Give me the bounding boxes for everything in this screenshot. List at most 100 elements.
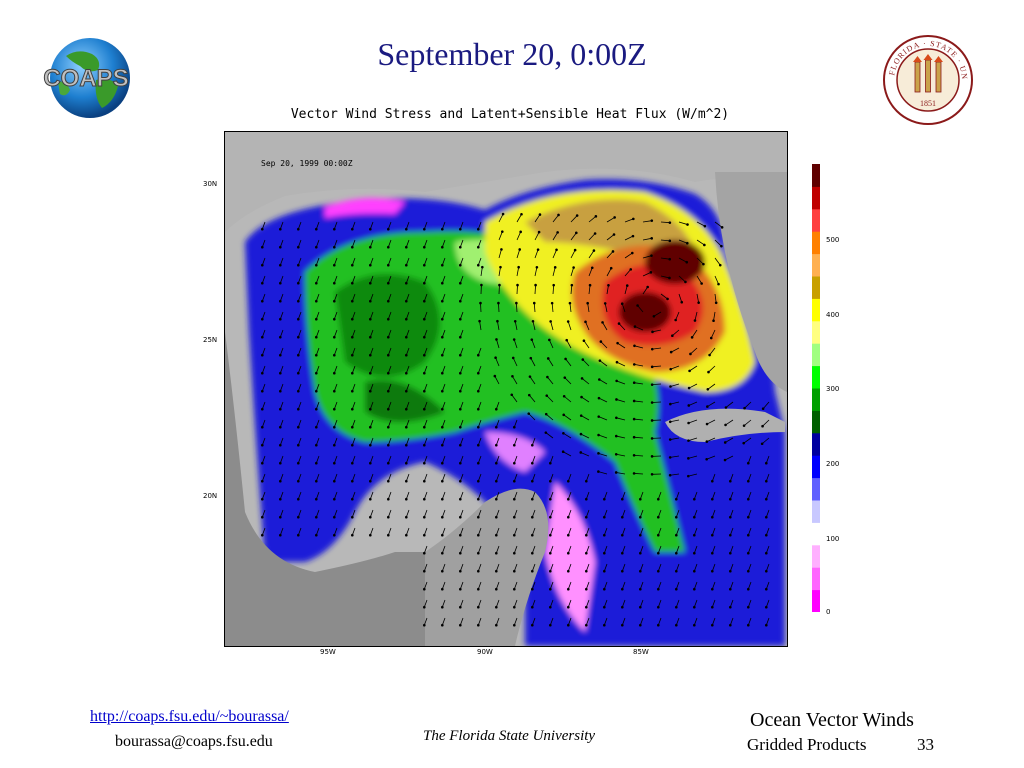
wind-vector-head xyxy=(351,461,354,465)
coaps-logo: COAPS xyxy=(36,36,136,120)
wind-vector-head xyxy=(582,339,586,343)
wind-vector-head xyxy=(566,551,570,555)
wind-vector xyxy=(570,285,573,295)
wind-vector-head xyxy=(584,533,588,537)
wind-vector-head xyxy=(387,389,390,393)
wind-vector-head xyxy=(650,419,654,422)
wind-vector-head xyxy=(702,262,705,266)
wind-vector xyxy=(634,436,644,439)
wind-vector-head xyxy=(516,283,519,287)
wind-vector xyxy=(563,432,572,439)
wind-vector-head xyxy=(764,461,768,465)
wind-vector xyxy=(616,361,626,367)
wind-vector-head xyxy=(479,301,482,305)
wind-vector-head xyxy=(602,569,606,573)
wind-vector-head xyxy=(548,551,552,555)
wind-vector-head xyxy=(544,412,548,416)
wind-vector-head xyxy=(597,433,600,437)
wind-vector-head xyxy=(556,231,559,234)
wind-vector-head xyxy=(441,569,444,573)
wind-vector-head xyxy=(515,301,518,305)
wind-vector-head xyxy=(746,461,750,465)
wind-vector-head xyxy=(297,371,300,375)
wind-vector-head xyxy=(315,479,318,483)
wind-vector-head xyxy=(566,320,570,323)
wind-vector xyxy=(707,383,716,390)
wind-vector-head xyxy=(668,221,672,224)
wind-vector-head xyxy=(572,266,575,269)
wind-vector-head xyxy=(512,605,516,609)
wind-vector xyxy=(564,377,572,385)
wind-vector-head xyxy=(260,515,264,519)
wind-vector-head xyxy=(387,227,390,231)
wind-vector xyxy=(582,359,590,367)
wind-vector-head xyxy=(548,587,552,591)
wind-vector-head xyxy=(674,515,678,519)
footer-url-link[interactable]: http://coaps.fsu.edu/~bourassa/ xyxy=(90,708,289,725)
wind-vector-head xyxy=(494,425,498,429)
wind-vector-head xyxy=(387,245,390,249)
wind-vector-head xyxy=(297,299,300,303)
wind-vector-head xyxy=(548,569,552,573)
colorbar-segment xyxy=(812,388,820,411)
wind-vector-head xyxy=(566,623,570,627)
wind-vector-head xyxy=(530,515,534,519)
wind-vector-head xyxy=(333,335,336,339)
wind-vector xyxy=(652,365,662,368)
wind-vector-head xyxy=(674,318,677,322)
wind-vector-head xyxy=(714,301,718,305)
colorbar-segment xyxy=(812,522,820,546)
wind-vector xyxy=(616,435,626,439)
wind-vector-head xyxy=(687,457,690,460)
wind-vector-head xyxy=(669,385,672,388)
wind-vector-head xyxy=(530,443,534,447)
wind-vector-head xyxy=(668,473,672,477)
wind-vector-head xyxy=(764,587,768,591)
wind-vector-head xyxy=(530,623,534,627)
wind-vector-head xyxy=(260,263,264,267)
wind-vector-head xyxy=(602,623,606,627)
wind-vector-head xyxy=(441,245,444,249)
wind-vector xyxy=(547,376,554,385)
wind-vector-head xyxy=(494,569,498,573)
wind-vector xyxy=(670,473,680,476)
wind-vector xyxy=(624,252,633,259)
wind-vector-head xyxy=(537,230,541,234)
wind-vector-head xyxy=(538,213,542,216)
wind-vector xyxy=(642,220,652,223)
wind-vector-head xyxy=(405,227,408,231)
wind-vector-head xyxy=(550,301,554,305)
wind-vector-head xyxy=(333,245,336,249)
wind-vector-head xyxy=(494,461,498,465)
wind-vector-head xyxy=(297,497,300,501)
wind-vector xyxy=(496,339,500,349)
wind-vector-head xyxy=(423,569,426,573)
wind-vector-head xyxy=(746,551,750,555)
wind-vector-head xyxy=(764,569,768,573)
wind-vector xyxy=(498,213,504,223)
wind-vector-head xyxy=(710,587,714,591)
wind-vector-head xyxy=(552,283,555,287)
wind-vector-head xyxy=(548,623,552,627)
wind-vector-head xyxy=(602,587,606,591)
wind-vector-head xyxy=(459,461,462,465)
wind-vector-head xyxy=(477,425,480,429)
wind-vector-head xyxy=(518,248,522,251)
wind-vector-head xyxy=(441,425,444,429)
colorbar xyxy=(812,164,820,612)
wind-vector xyxy=(706,419,716,425)
colorbar-segment xyxy=(812,320,820,344)
footer-section-title: Ocean Vector Winds xyxy=(750,709,914,731)
wind-vector-head xyxy=(278,461,282,465)
wind-vector-head xyxy=(405,371,408,375)
wind-vector-head xyxy=(405,299,408,303)
wind-vector-head xyxy=(351,407,354,411)
wind-vector xyxy=(694,311,698,321)
colorbar-tick-300: 300 xyxy=(826,385,840,393)
wind-vector-head xyxy=(530,479,534,483)
wind-vector xyxy=(552,232,558,241)
wind-vector-head xyxy=(512,533,516,537)
wind-vector-head xyxy=(423,317,426,321)
wind-vector-head xyxy=(764,497,768,501)
slide-title: September 20, 0:00Z xyxy=(377,36,647,72)
